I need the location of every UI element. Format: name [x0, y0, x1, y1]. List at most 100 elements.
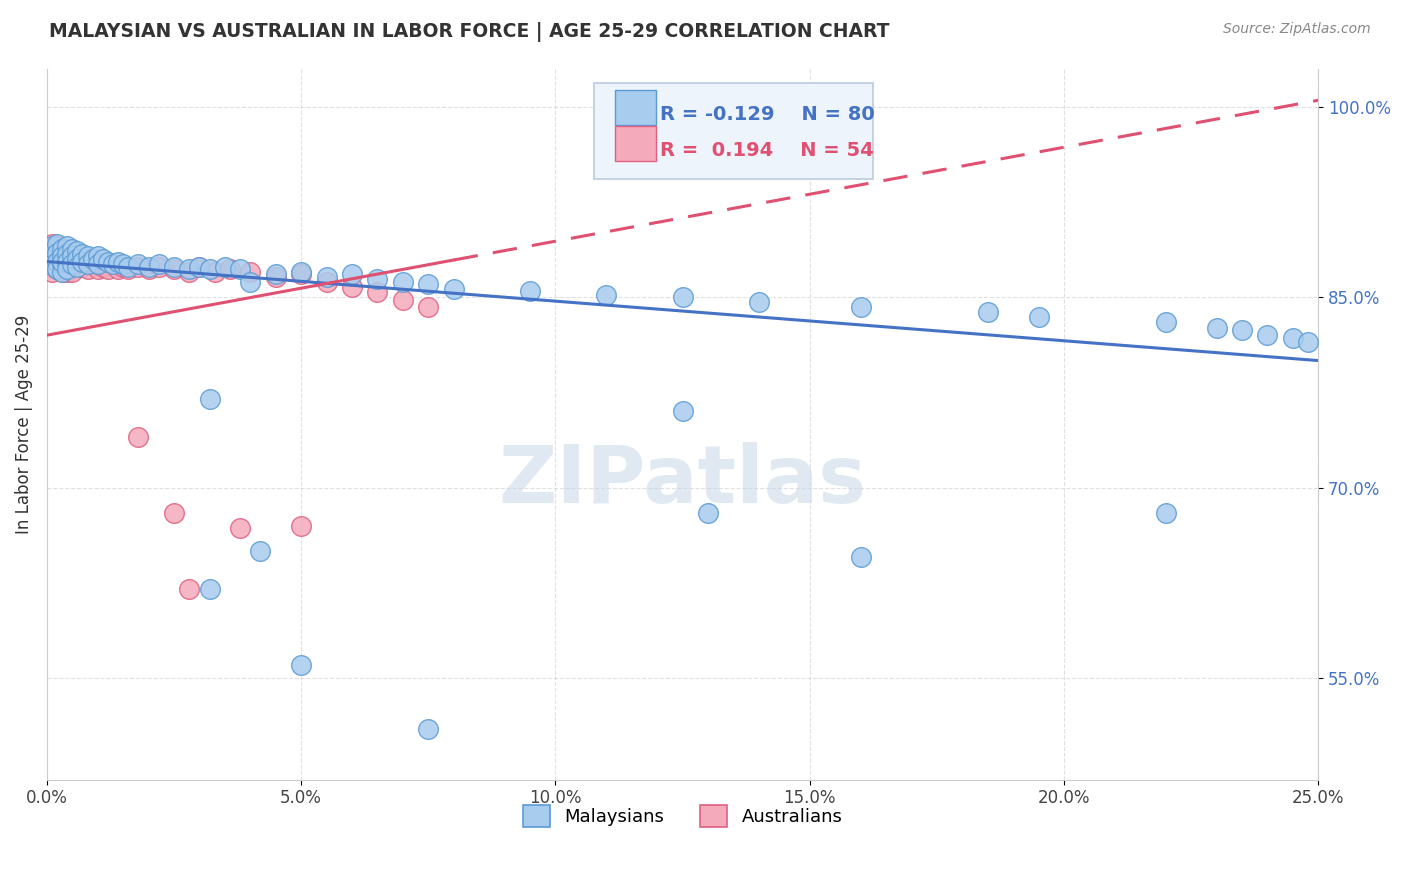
Point: [198, 392, 221, 406]
Point: [366, 285, 388, 299]
Point: [87, 257, 110, 271]
Point: [60, 257, 83, 271]
Point: [290, 518, 312, 533]
Point: [1205, 320, 1227, 334]
Point: [56, 262, 79, 277]
Point: [1282, 331, 1305, 345]
Point: [51, 254, 73, 268]
Point: [229, 521, 252, 535]
Point: [101, 257, 124, 271]
Point: [66, 257, 89, 271]
Point: [340, 280, 363, 294]
Point: [51, 242, 73, 256]
Point: [51, 265, 73, 279]
Point: [60, 257, 83, 271]
Point: [82, 257, 104, 271]
Point: [340, 267, 363, 281]
Point: [41, 258, 63, 272]
Point: [46, 254, 69, 268]
Point: [51, 265, 73, 279]
Legend: Malaysians, Australians: Malaysians, Australians: [516, 798, 849, 835]
Point: [366, 272, 388, 286]
Point: [66, 244, 89, 259]
Point: [204, 265, 226, 279]
Point: [72, 260, 94, 274]
Point: [41, 239, 63, 253]
Point: [1256, 328, 1278, 343]
Point: [127, 257, 149, 271]
Point: [264, 267, 287, 281]
Point: [148, 257, 170, 271]
Point: [290, 658, 312, 673]
Point: [46, 257, 69, 271]
Point: [87, 250, 110, 264]
Point: [46, 245, 69, 260]
Point: [595, 287, 617, 301]
Point: [1028, 310, 1050, 325]
Point: [60, 250, 83, 264]
Point: [76, 254, 98, 268]
Text: Source: ZipAtlas.com: Source: ZipAtlas.com: [1223, 22, 1371, 37]
Point: [1154, 316, 1177, 330]
Point: [72, 254, 94, 268]
Point: [112, 257, 135, 271]
Point: [56, 244, 79, 259]
Point: [51, 257, 73, 271]
Point: [112, 260, 135, 274]
Point: [56, 257, 79, 271]
Point: [60, 265, 83, 279]
Point: [46, 239, 69, 253]
Point: [97, 262, 120, 277]
Point: [127, 260, 149, 274]
Point: [60, 242, 83, 256]
Point: [66, 260, 89, 274]
Point: [51, 250, 73, 264]
Point: [418, 300, 440, 314]
Y-axis label: In Labor Force | Age 25-29: In Labor Force | Age 25-29: [15, 315, 32, 533]
Point: [127, 430, 149, 444]
Point: [138, 262, 160, 277]
Point: [117, 260, 139, 274]
Text: R =  0.194    N = 54: R = 0.194 N = 54: [659, 141, 873, 160]
Point: [91, 252, 114, 266]
Text: R = -0.129    N = 80: R = -0.129 N = 80: [659, 105, 875, 125]
Point: [87, 262, 110, 277]
Point: [87, 257, 110, 271]
Point: [97, 254, 120, 268]
Point: [56, 239, 79, 253]
Point: [671, 404, 693, 418]
Point: [41, 260, 63, 274]
Point: [46, 262, 69, 277]
Text: MALAYSIAN VS AUSTRALIAN IN LABOR FORCE | AGE 25-29 CORRELATION CHART: MALAYSIAN VS AUSTRALIAN IN LABOR FORCE |…: [49, 22, 890, 42]
Point: [264, 269, 287, 284]
Point: [315, 269, 337, 284]
Point: [290, 265, 312, 279]
Point: [418, 722, 440, 736]
Point: [163, 262, 186, 277]
Point: [66, 250, 89, 264]
FancyBboxPatch shape: [616, 90, 655, 126]
Point: [72, 252, 94, 266]
Point: [148, 260, 170, 274]
Point: [41, 236, 63, 251]
Point: [76, 257, 98, 271]
Point: [56, 265, 79, 279]
Point: [46, 262, 69, 277]
Point: [107, 254, 129, 268]
Point: [51, 242, 73, 256]
Point: [51, 252, 73, 266]
Point: [188, 260, 211, 274]
Point: [1296, 334, 1319, 349]
Point: [46, 252, 69, 266]
Point: [179, 582, 201, 596]
Point: [392, 275, 415, 289]
Point: [671, 290, 693, 304]
Point: [56, 247, 79, 261]
Point: [239, 275, 262, 289]
Point: [107, 262, 129, 277]
Point: [91, 260, 114, 274]
Point: [41, 265, 63, 279]
Point: [849, 550, 872, 565]
Point: [56, 254, 79, 268]
Point: [443, 283, 465, 297]
